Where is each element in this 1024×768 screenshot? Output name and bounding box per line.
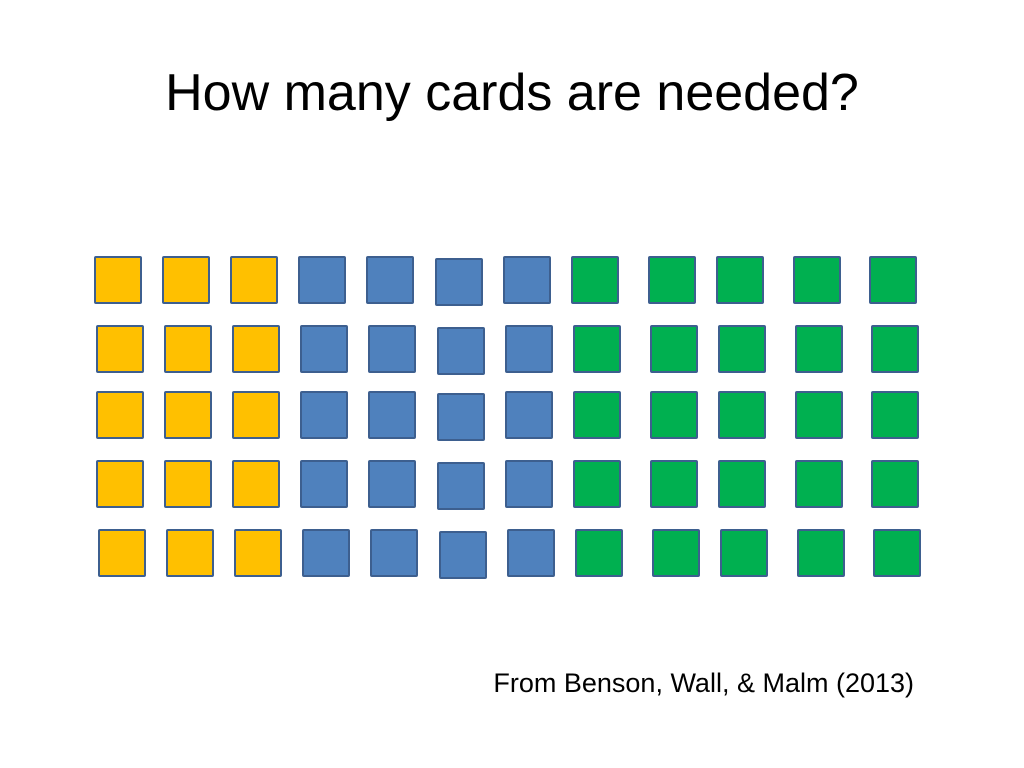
card-blue-r3-c4: [300, 391, 348, 439]
source-citation: From Benson, Wall, & Malm (2013): [493, 668, 914, 698]
card-blue-r5-c6: [439, 531, 487, 579]
card-yellow-r1-c1: [94, 256, 142, 304]
card-green-r4-c9: [650, 460, 698, 508]
card-blue-r4-c4: [300, 460, 348, 508]
card-blue-r2-c5: [368, 325, 416, 373]
card-blue-r2-c4: [300, 325, 348, 373]
card-green-r4-c11: [795, 460, 843, 508]
card-blue-r2-c6: [437, 327, 485, 375]
card-yellow-r5-c2: [166, 529, 214, 577]
card-blue-r2-c7: [505, 325, 553, 373]
card-green-r1-c11: [793, 256, 841, 304]
card-green-r5-c12: [873, 529, 921, 577]
card-blue-r3-c7: [505, 391, 553, 439]
card-yellow-r4-c2: [164, 460, 212, 508]
card-green-r2-c12: [871, 325, 919, 373]
card-blue-r5-c5: [370, 529, 418, 577]
card-yellow-r3-c3: [232, 391, 280, 439]
card-green-r3-c8: [573, 391, 621, 439]
card-green-r1-c8: [571, 256, 619, 304]
card-blue-r4-c6: [437, 462, 485, 510]
card-blue-r1-c5: [366, 256, 414, 304]
card-green-r1-c9: [648, 256, 696, 304]
card-yellow-r2-c3: [232, 325, 280, 373]
card-blue-r1-c7: [503, 256, 551, 304]
card-green-r5-c8: [575, 529, 623, 577]
card-blue-r3-c5: [368, 391, 416, 439]
card-green-r5-c11: [797, 529, 845, 577]
card-yellow-r3-c2: [164, 391, 212, 439]
card-green-r3-c12: [871, 391, 919, 439]
card-yellow-r4-c1: [96, 460, 144, 508]
slide-title: How many cards are needed?: [165, 64, 859, 122]
card-blue-r5-c4: [302, 529, 350, 577]
card-green-r4-c12: [871, 460, 919, 508]
card-blue-r4-c7: [505, 460, 553, 508]
card-green-r4-c8: [573, 460, 621, 508]
card-yellow-r2-c2: [164, 325, 212, 373]
card-green-r2-c8: [573, 325, 621, 373]
card-yellow-r5-c1: [98, 529, 146, 577]
card-yellow-r4-c3: [232, 460, 280, 508]
card-green-r4-c10: [718, 460, 766, 508]
card-green-r1-c12: [869, 256, 917, 304]
card-green-r3-c9: [650, 391, 698, 439]
card-yellow-r1-c3: [230, 256, 278, 304]
card-green-r2-c9: [650, 325, 698, 373]
card-blue-r4-c5: [368, 460, 416, 508]
card-yellow-r3-c1: [96, 391, 144, 439]
card-green-r3-c11: [795, 391, 843, 439]
card-yellow-r5-c3: [234, 529, 282, 577]
card-green-r5-c10: [720, 529, 768, 577]
card-green-r5-c9: [652, 529, 700, 577]
card-blue-r3-c6: [437, 393, 485, 441]
card-green-r3-c10: [718, 391, 766, 439]
card-yellow-r2-c1: [96, 325, 144, 373]
card-green-r1-c10: [716, 256, 764, 304]
card-green-r2-c11: [795, 325, 843, 373]
card-blue-r1-c4: [298, 256, 346, 304]
card-green-r2-c10: [718, 325, 766, 373]
card-blue-r1-c6: [435, 258, 483, 306]
card-blue-r5-c7: [507, 529, 555, 577]
card-yellow-r1-c2: [162, 256, 210, 304]
